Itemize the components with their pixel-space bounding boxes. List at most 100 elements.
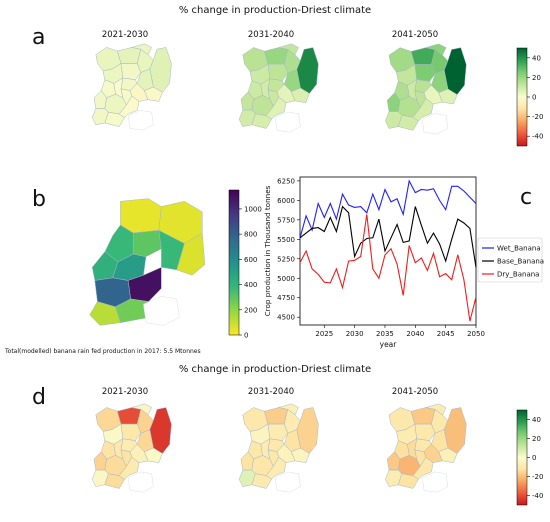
colorbar-tick-label: 0 [244,332,248,340]
lake-victoria [143,296,179,325]
colorbar-tick-label: -20 [532,113,543,121]
colorbar-a: 40 20 0 -20 -40 [516,47,543,147]
district-region [426,404,446,415]
uganda-map-b-production [90,199,205,326]
district-region [105,112,125,126]
district-region [415,424,435,441]
lake-victoria [128,472,153,492]
colorbar-tick-label: -40 [532,133,543,141]
legend-entry: Wet_Banana [497,245,541,253]
colorbar-tick-label: 20 [532,435,541,443]
y-tick-label: 5000 [277,275,295,283]
x-tick-label: 2035 [376,330,394,338]
district-region [398,115,418,130]
bottom-title: % change in production-Driest climate [179,364,371,375]
panel-letter-d: d [32,385,46,410]
x-tick-label: 2045 [437,330,455,338]
district-region [411,408,435,425]
y-tick-label: 6000 [277,197,295,205]
series-line-dry-banana [299,214,477,322]
district-region [119,457,139,479]
district-region [398,474,418,489]
district-region [264,48,287,65]
colorbar-tick-label: 800 [244,231,257,239]
y-axis-label: Crop production in Thousand tonnes [263,185,272,316]
colorbar-b: 1000 800 600 400 200 0 [228,189,262,340]
district-region [120,199,161,233]
colorbar-tick-label: -40 [532,492,543,500]
x-tick-label: 2030 [346,330,364,338]
panel-letter-c: c [520,185,532,210]
colorbar-tick-label: 40 [532,416,541,424]
map-title-d-3: 2041-2050 [392,387,438,397]
district-region [291,448,309,463]
colorbar-tick-label: 1000 [244,205,262,213]
district-region [268,64,288,81]
lake-victoria [275,112,300,132]
map-title-d-2: 2031-2040 [248,387,294,397]
y-tick-label: 4500 [277,314,295,322]
y-tick-label: 4750 [277,294,295,302]
lake-victoria [422,113,448,134]
colorbar-tick-label: -20 [532,473,543,481]
district-region [291,88,309,103]
district-region [439,448,457,463]
map-title-a-3: 2041-2050 [392,30,438,40]
district-region [117,408,140,425]
series-line-wet-banana [299,179,477,238]
series-line-base-banana [299,205,477,268]
x-tick-label: 2025 [315,330,333,338]
district-region [121,64,141,80]
district-region [268,424,288,441]
district-region [411,48,435,65]
map-title-a-2: 2031-2040 [248,30,294,40]
district-region [252,114,272,129]
district-region [413,457,433,479]
legend-entry: Base_Banana [497,258,544,266]
district-region [117,47,140,63]
colorbar-tick-label: 400 [244,281,257,289]
district-region [119,96,139,118]
district-region [132,404,152,415]
x-tick-label: 2040 [406,330,424,338]
lake-victoria [422,472,448,492]
district-region [439,89,457,104]
y-tick-label: 5250 [277,255,295,263]
legend-box [477,237,543,283]
plot-frame [299,176,477,326]
map-title-a-1: 2021-2030 [102,30,148,40]
colorbar-tick-label: 0 [532,94,536,102]
district-region [144,87,162,101]
colorbar-d: 40 20 0 -20 -40 [516,409,543,506]
y-tick-label: 6250 [277,177,295,185]
legend-entry: Dry_Banana [497,271,539,279]
colorbar-a-gradient [516,47,528,147]
map-title-d-1: 2021-2030 [102,387,148,397]
uganda-map-d-2021-2030 [92,404,171,492]
colorbar-tick-label: 0 [532,454,536,462]
panel-letter-b: b [32,187,46,212]
district-region [177,233,205,275]
district-region [426,44,446,55]
colorbar-tick-label: 40 [532,54,541,62]
district-region [252,474,272,489]
uganda-map-d-2041-2050 [385,404,466,492]
x-tick-label: 2050 [467,330,485,338]
district-region [279,404,299,415]
district-region [264,408,287,425]
colorbar-tick-label: 200 [244,306,257,314]
colorbar-b-gradient [228,189,240,336]
line-chart-c: 2025 2030 2035 2040 2045 2050 4500 4750 5000 5250… [263,176,544,349]
district-region [133,230,161,256]
district-region [159,230,185,270]
colorbar-tick-label: 600 [244,256,257,264]
y-tick-label: 5750 [277,216,295,224]
district-region [279,44,299,55]
production-note: Total(modelled) banana rain fed producti… [4,348,201,355]
lake-victoria [128,110,153,130]
panel-letter-a: a [32,25,45,50]
district-region [90,302,121,326]
uganda-map-a-2041-2050 [385,44,466,134]
district-region [105,474,125,489]
